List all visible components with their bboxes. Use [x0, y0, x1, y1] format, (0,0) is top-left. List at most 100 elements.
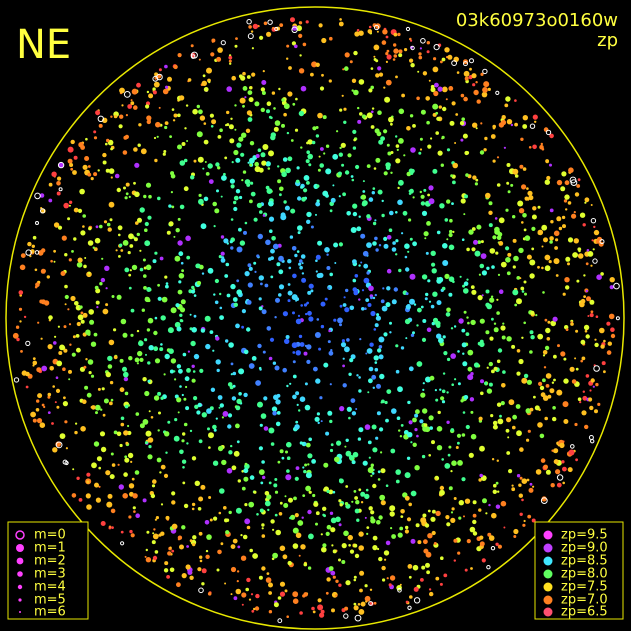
star — [287, 91, 293, 97]
star — [478, 508, 482, 512]
star — [436, 445, 443, 451]
star — [183, 422, 188, 427]
star — [71, 250, 74, 253]
star — [481, 270, 487, 276]
star — [529, 350, 533, 354]
star — [286, 441, 292, 448]
star — [441, 135, 445, 139]
star — [283, 200, 287, 204]
star — [335, 516, 341, 523]
star — [514, 174, 519, 178]
star — [304, 404, 311, 411]
star — [370, 310, 376, 317]
star — [93, 136, 98, 140]
star — [343, 107, 347, 111]
star — [154, 158, 158, 163]
star — [253, 217, 258, 222]
star — [47, 395, 51, 399]
star — [492, 235, 497, 240]
star — [147, 454, 153, 460]
star — [179, 385, 182, 388]
star — [398, 108, 405, 115]
star — [432, 103, 439, 110]
star — [501, 383, 506, 388]
star — [585, 374, 590, 378]
star — [136, 82, 141, 88]
star — [241, 592, 247, 598]
star — [386, 577, 389, 580]
star — [58, 351, 63, 355]
star — [106, 222, 111, 227]
star — [152, 532, 155, 535]
star — [13, 377, 20, 383]
star — [272, 361, 277, 365]
star — [315, 511, 320, 516]
star — [419, 190, 422, 194]
star — [67, 146, 74, 153]
star — [55, 376, 59, 380]
star — [415, 523, 420, 528]
star — [27, 241, 32, 247]
star — [163, 373, 166, 376]
star — [468, 229, 474, 235]
star — [233, 596, 238, 601]
star — [349, 549, 355, 554]
star — [85, 493, 91, 499]
star — [219, 403, 224, 408]
star — [500, 261, 507, 268]
star — [197, 507, 202, 511]
star — [576, 184, 581, 188]
star — [220, 258, 226, 263]
star — [434, 478, 437, 481]
star — [425, 376, 431, 383]
star — [482, 498, 487, 504]
star — [220, 542, 224, 546]
star — [476, 224, 482, 230]
star — [414, 465, 420, 471]
star — [60, 271, 66, 276]
star — [86, 504, 92, 510]
star — [407, 605, 412, 610]
star — [263, 21, 268, 26]
star — [446, 148, 451, 152]
star — [191, 507, 195, 511]
star — [328, 329, 331, 333]
star — [230, 184, 235, 189]
star — [57, 176, 62, 181]
star — [344, 307, 350, 313]
star — [287, 259, 292, 264]
star — [348, 544, 351, 547]
star — [260, 87, 266, 92]
star — [491, 458, 495, 461]
star — [437, 410, 441, 415]
star — [200, 484, 206, 490]
star — [507, 252, 512, 257]
star — [376, 313, 380, 317]
star — [220, 235, 225, 239]
star — [501, 335, 506, 340]
star — [213, 225, 216, 228]
star — [173, 235, 176, 238]
star — [477, 295, 483, 301]
star — [274, 478, 278, 481]
star — [366, 112, 373, 119]
star — [82, 399, 87, 405]
star — [317, 598, 322, 603]
star — [218, 511, 222, 515]
star — [261, 527, 264, 530]
star — [110, 452, 114, 456]
star — [169, 546, 172, 549]
star — [307, 509, 312, 515]
star — [274, 365, 280, 371]
star — [593, 229, 600, 236]
star — [568, 167, 574, 173]
star — [607, 341, 612, 346]
star — [277, 618, 283, 624]
star — [105, 470, 111, 476]
star — [262, 214, 266, 217]
star — [185, 406, 190, 411]
star — [266, 494, 272, 500]
star — [164, 431, 170, 437]
star — [137, 143, 141, 147]
legend-marker — [543, 569, 553, 579]
